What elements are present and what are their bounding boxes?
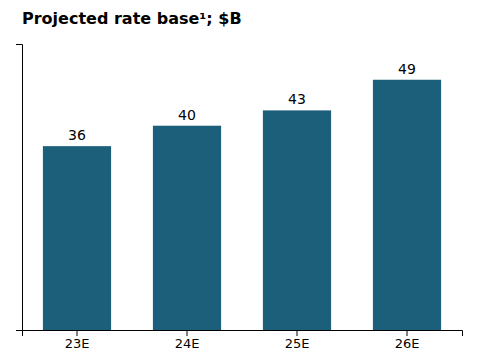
plot-area: 36 40 43 49 23E 24E 25E 26E: [16, 45, 463, 352]
x-tick: 24E: [175, 330, 200, 351]
x-tick-label: 23E: [65, 336, 90, 351]
x-axis: 23E 24E 25E 26E: [23, 330, 463, 351]
chart-container: 36 40 43 49 23E 24E 25E 26E Projected rate base¹…: [0, 0, 478, 364]
x-axis-line: [23, 331, 463, 337]
title: Projected rate base¹; $B: [22, 9, 242, 28]
bars: [43, 80, 441, 330]
data-label: 36: [68, 127, 86, 143]
bar: [263, 110, 331, 330]
x-tick-mark: [187, 330, 188, 336]
x-tick: 26E: [395, 330, 420, 351]
bar: [153, 126, 221, 330]
x-tick-mark: [297, 330, 298, 336]
x-tick-mark: [77, 330, 78, 336]
y-axis: [16, 45, 23, 331]
x-tick: 23E: [65, 330, 90, 351]
x-tick-label: 24E: [175, 336, 200, 351]
x-tick: 25E: [285, 330, 310, 351]
x-tick-mark: [407, 330, 408, 336]
chart-svg: 36 40 43 49 23E 24E 25E 26E Projected rate base¹…: [0, 0, 478, 364]
data-labels: 36 40 43 49: [68, 61, 416, 143]
y-axis-line: [16, 45, 23, 331]
data-label: 43: [288, 91, 306, 107]
data-label: 49: [398, 61, 416, 77]
data-label: 40: [178, 107, 196, 123]
bar: [373, 80, 441, 330]
x-tick-label: 26E: [395, 336, 420, 351]
x-tick-label: 25E: [285, 336, 310, 351]
bar: [43, 146, 111, 330]
